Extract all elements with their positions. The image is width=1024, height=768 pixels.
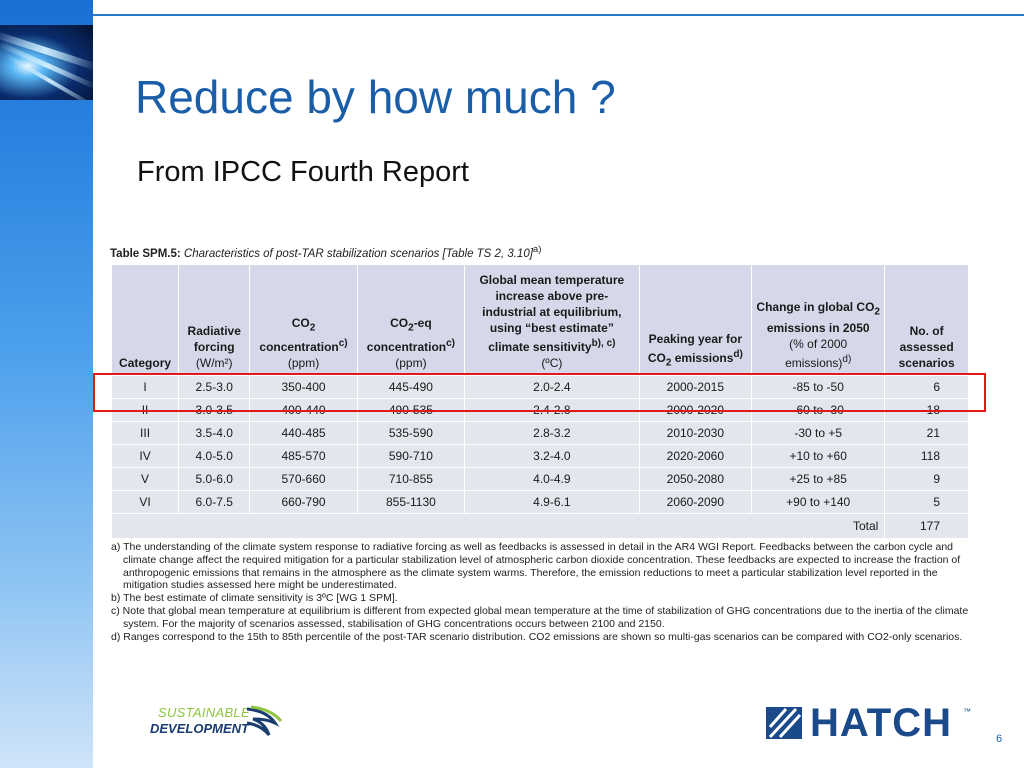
table-caption-text: Characteristics of post-TAR stabilizatio…	[183, 247, 533, 260]
cell-assessed-scenarios: 9	[884, 467, 969, 491]
footnote: d) Ranges correspond to the 15th to 85th…	[111, 630, 963, 643]
cell-category: I	[110, 375, 180, 399]
table-row: VI 6.0-7.5 660-790 855-1130 4.9-6.1 2060-2090…	[110, 490, 969, 514]
header-radiative-forcing: Radiative forcing (W/m²)	[178, 264, 251, 376]
footnote: c) Note that global mean temperature at …	[111, 604, 969, 630]
cell-peaking-year: 2020-2060	[638, 444, 753, 468]
cell-peaking-year: 2060-2090	[638, 490, 753, 514]
hatch-logo: HATCH ™	[766, 703, 976, 743]
sd-logo-line2: DEVELOPMENT	[150, 721, 249, 736]
cell-co2eq-concentration: 535-590	[356, 421, 466, 445]
cell-radiative-forcing: 2.5-3.0	[178, 375, 251, 399]
cell-co2eq-concentration: 445-490	[356, 375, 466, 399]
cell-temperature: 4.9-6.1	[464, 490, 640, 514]
page-title: Reduce by how much ?	[135, 71, 616, 123]
cell-assessed-scenarios: 118	[884, 444, 969, 468]
table-total-row: Total 177	[110, 513, 969, 539]
cell-assessed-scenarios: 21	[884, 421, 969, 445]
cell-emissions-change: -85 to -50	[751, 375, 886, 399]
page-number: 6	[996, 733, 1003, 745]
table-header-row: Category Radiative forcing (W/m²) CO2 co…	[110, 264, 969, 376]
sidebar-decoration	[0, 0, 93, 768]
hatch-trademark: ™	[963, 707, 971, 716]
cell-category: V	[110, 467, 180, 491]
table-footnotes: a) The understanding of the climate syst…	[111, 541, 971, 643]
header-co2-concentration: CO2 concentrationc) (ppm)	[249, 264, 358, 376]
footnote: a) The understanding of the climate syst…	[111, 541, 961, 592]
sustainable-development-logo: SUSTAINABLE DEVELOPMENT	[150, 705, 300, 745]
cell-category: IV	[110, 444, 180, 468]
cell-radiative-forcing: 4.0-5.0	[178, 444, 251, 468]
cell-co2eq-concentration: 710-855	[356, 467, 466, 491]
table-row: IV 4.0-5.0 485-570 590-710 3.2-4.0 2020-2060 +…	[110, 444, 969, 468]
cell-radiative-forcing: 3.5-4.0	[178, 421, 251, 445]
cell-category: III	[110, 421, 180, 445]
cell-peaking-year: 2010-2030	[638, 421, 753, 445]
cell-radiative-forcing: 6.0-7.5	[178, 490, 251, 514]
cell-temperature: 3.2-4.0	[464, 444, 640, 468]
header-co2eq-concentration: CO2-eq concentrationc) (ppm)	[356, 264, 466, 376]
hatch-wordmark: HATCH	[810, 701, 953, 745]
total-label: Total	[110, 513, 886, 539]
highlight-box	[93, 373, 986, 412]
cell-temperature: 4.0-4.9	[464, 467, 640, 491]
header-emissions-change: Change in global CO2 emissions in 2050 (…	[751, 264, 886, 376]
sidebar-photo	[0, 25, 93, 100]
table-row: V 5.0-6.0 570-660 710-855 4.0-4.9 2050-2080 +2…	[110, 467, 969, 491]
cell-radiative-forcing: 5.0-6.0	[178, 467, 251, 491]
cell-peaking-year: 2050-2080	[638, 467, 753, 491]
header-rule	[93, 14, 1024, 16]
cell-co2eq-concentration: 855-1130	[356, 490, 466, 514]
cell-co2-concentration: 660-790	[249, 490, 358, 514]
cell-category: VI	[110, 490, 180, 514]
cell-co2eq-concentration: 590-710	[356, 444, 466, 468]
cell-emissions-change: +90 to +140	[751, 490, 886, 514]
header-assessed-scenarios: No. of assessed scenarios	[884, 264, 969, 376]
cell-co2-concentration: 440-485	[249, 421, 358, 445]
table-row: III 3.5-4.0 440-485 535-590 2.8-3.2 2010-2030…	[110, 421, 969, 445]
total-value: 177	[884, 513, 969, 539]
footnote: b) The best estimate of climate sensitiv…	[111, 592, 398, 605]
cell-emissions-change: +10 to +60	[751, 444, 886, 468]
cell-emissions-change: +25 to +85	[751, 467, 886, 491]
header-temperature: Global mean temperature increase above p…	[464, 264, 640, 376]
cell-temperature: 2.8-3.2	[464, 421, 640, 445]
sd-logo-line1: SUSTAINABLE	[158, 705, 250, 720]
table-caption: Table SPM.5: Characteristics of post-TAR…	[110, 244, 541, 260]
cell-emissions-change: -30 to +5	[751, 421, 886, 445]
cell-assessed-scenarios: 5	[884, 490, 969, 514]
header-category: Category	[110, 264, 180, 376]
page-subtitle: From IPCC Fourth Report	[137, 156, 469, 188]
hatch-mark-icon	[766, 707, 802, 739]
cell-co2-concentration: 570-660	[249, 467, 358, 491]
cell-co2-concentration: 485-570	[249, 444, 358, 468]
header-peaking-year: Peaking year for CO2 emissionsd)	[638, 264, 753, 376]
table-caption-sup: a)	[532, 244, 542, 255]
table-label: Table SPM.5:	[110, 247, 181, 260]
sd-swoosh-icon	[246, 705, 283, 736]
